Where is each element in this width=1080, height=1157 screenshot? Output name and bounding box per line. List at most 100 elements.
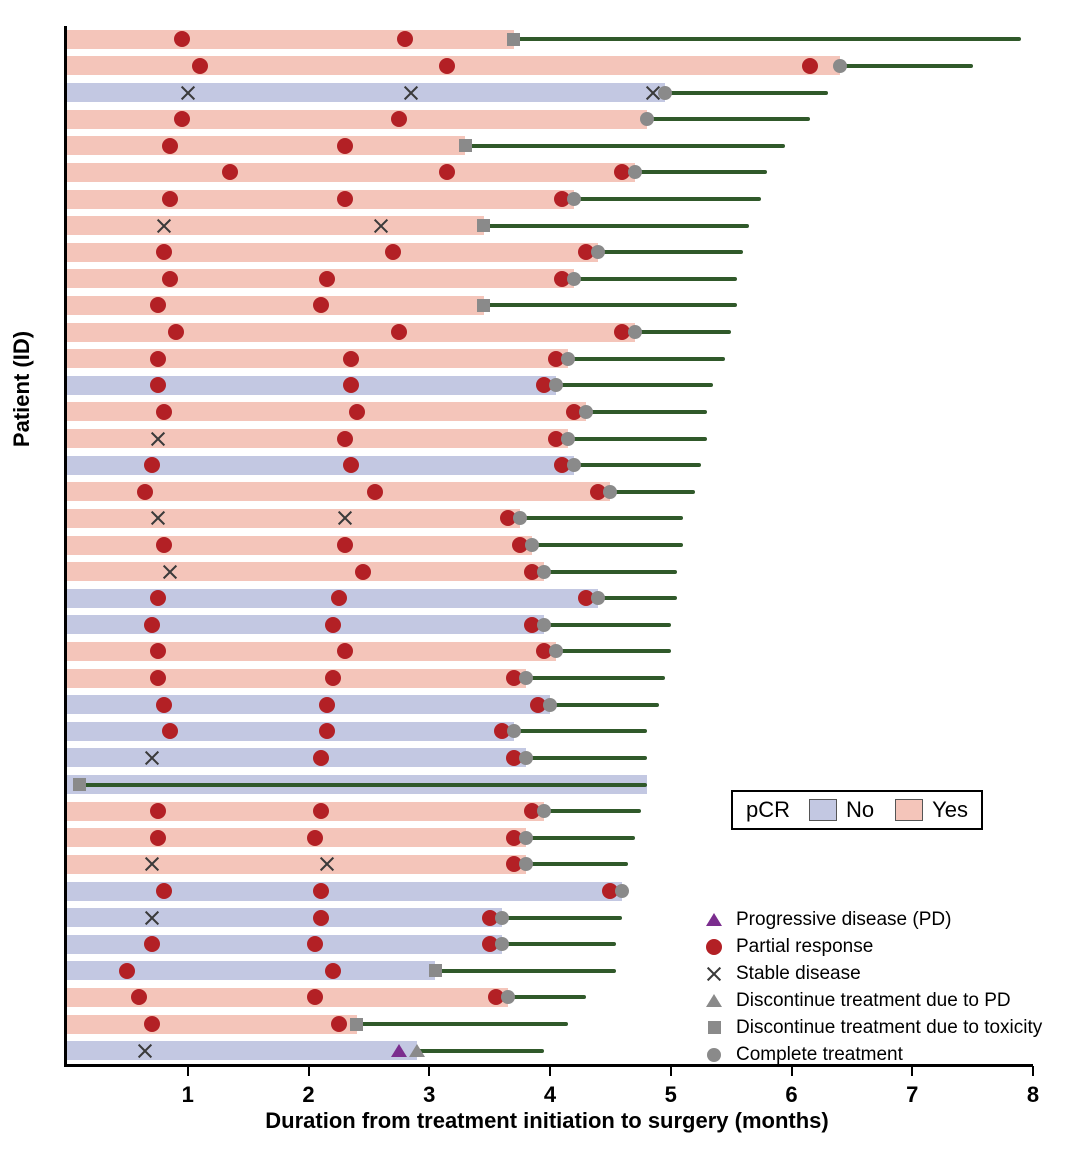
partial-response-marker: [397, 31, 414, 48]
treatment-duration-bar: [67, 535, 532, 555]
partial-response-marker: [330, 590, 347, 607]
complete-treatment-marker: [518, 671, 533, 686]
stable-disease-glyph: [706, 966, 722, 982]
partial-response-marker: [306, 936, 323, 953]
partial-response-marker: [554, 191, 571, 207]
partial-response-marker: [342, 457, 359, 474]
partial-response-marker: [391, 111, 408, 128]
discontinue-toxicity-marker: [72, 778, 86, 792]
complete-treatment-marker: [549, 644, 564, 659]
x-axis-tick: [790, 1066, 793, 1076]
partial-response-marker: [439, 57, 456, 74]
complete-treatment-marker: [518, 857, 533, 872]
complete-treatment-marker: [657, 85, 672, 100]
treatment-duration-bar: [67, 189, 575, 209]
treatment-duration-bar: [67, 349, 569, 369]
treatment-duration-bar: [67, 482, 611, 502]
partial-response-marker: [578, 244, 595, 261]
treatment-duration-bar: [67, 295, 484, 315]
treatment-duration-bar: [67, 615, 544, 635]
partial-response-marker: [149, 350, 166, 367]
stable-disease-marker: [150, 431, 166, 447]
complete-treatment-marker: [536, 564, 551, 579]
x-axis-tick-label: 6: [785, 1082, 798, 1107]
surgery-interval-line: [465, 143, 786, 148]
partial-response-marker: [149, 803, 166, 820]
pcr-legend-title: pCR: [746, 797, 791, 822]
partial-response-marker: [324, 616, 341, 633]
discontinue-toxicity-marker: [350, 1017, 364, 1031]
partial-response-marker: [336, 537, 353, 553]
partial-response-marker: [312, 749, 329, 766]
treatment-duration-bar: [67, 641, 557, 661]
surgery-interval-line: [483, 303, 738, 308]
complete-treatment-marker: [579, 404, 594, 419]
treatment-duration-bar: [67, 987, 508, 1007]
partial-response-marker: [554, 457, 571, 474]
partial-response-marker: [548, 350, 565, 367]
treatment-duration-bar: [67, 216, 484, 236]
legend-item-label: Complete treatment: [736, 1043, 903, 1065]
treatment-duration-bar: [67, 375, 557, 395]
surgery-interval-line: [525, 755, 647, 760]
stable-disease-marker: [144, 856, 160, 872]
complete-treatment-marker: [561, 351, 576, 366]
partial-response-marker: [149, 590, 166, 607]
partial-response-marker: [336, 137, 353, 154]
partial-response-marker: [318, 723, 335, 740]
surgery-interval-line: [634, 170, 768, 175]
surgery-interval-line: [483, 223, 750, 228]
partial-response-marker: [614, 164, 631, 181]
partial-response-marker: [535, 377, 552, 394]
partial-response-marker: [167, 324, 184, 341]
surgery-interval-line: [79, 782, 647, 787]
x-axis-tick: [307, 1066, 310, 1076]
partial-response-marker: [342, 350, 359, 367]
complete-treatment-marker: [549, 378, 564, 393]
partial-response-marker: [155, 883, 172, 899]
treatment-duration-bar: [67, 1014, 357, 1034]
partial-response-marker: [391, 324, 408, 341]
surgery-interval-line: [543, 622, 671, 627]
pcr-no-swatch: [809, 799, 838, 821]
surgery-interval-line: [634, 330, 732, 335]
complete-treatment-marker: [567, 192, 582, 206]
progressive-disease-marker: [391, 1044, 408, 1058]
partial-response-marker: [324, 670, 341, 687]
treatment-duration-bar: [67, 242, 599, 262]
partial-response-marker: [155, 244, 172, 261]
partial-response-marker: [578, 590, 595, 607]
legend-item-label: Discontinue treatment due to PD: [736, 989, 1011, 1011]
progressive-disease-glyph: [706, 913, 722, 926]
surgery-interval-line: [513, 729, 647, 734]
partial-response-marker: [499, 510, 516, 527]
partial-response-marker: [566, 403, 583, 420]
complete-treatment-marker: [567, 271, 582, 286]
complete-treatment-marker: [543, 697, 557, 712]
partial-response-marker: [143, 936, 160, 953]
treatment-duration-bar: [67, 109, 647, 129]
x-axis-tick-label: 8: [1026, 1082, 1040, 1107]
partial-response-marker: [385, 244, 402, 261]
partial-response-marker: [155, 696, 172, 713]
partial-response-marker: [161, 137, 178, 154]
y-axis-label: Patient (ID): [9, 330, 34, 448]
complete-treatment-marker: [591, 591, 606, 606]
partial-response-marker: [336, 643, 353, 660]
stable-disease-marker: [337, 510, 353, 526]
treatment-duration-bar: [67, 828, 526, 848]
complete-treatment-marker: [832, 58, 847, 73]
complete-treatment-marker: [500, 990, 515, 1005]
plot-area: pCR No Yes Progressive disease (PD) Parti…: [64, 26, 1042, 1107]
partial-response-icon: [703, 938, 725, 955]
legend-item-label: Partial response: [736, 935, 874, 957]
treatment-duration-bar: [67, 322, 635, 342]
partial-response-marker: [143, 457, 160, 474]
surgery-interval-line: [568, 356, 726, 361]
complete-treatment-marker: [494, 910, 509, 925]
partial-response-marker: [312, 883, 329, 899]
complete-treatment-marker: [518, 830, 533, 845]
partial-response-marker: [354, 563, 371, 580]
complete-treatment-marker: [524, 538, 539, 552]
legend-item-progressive-disease: Progressive disease (PD): [703, 909, 1042, 930]
